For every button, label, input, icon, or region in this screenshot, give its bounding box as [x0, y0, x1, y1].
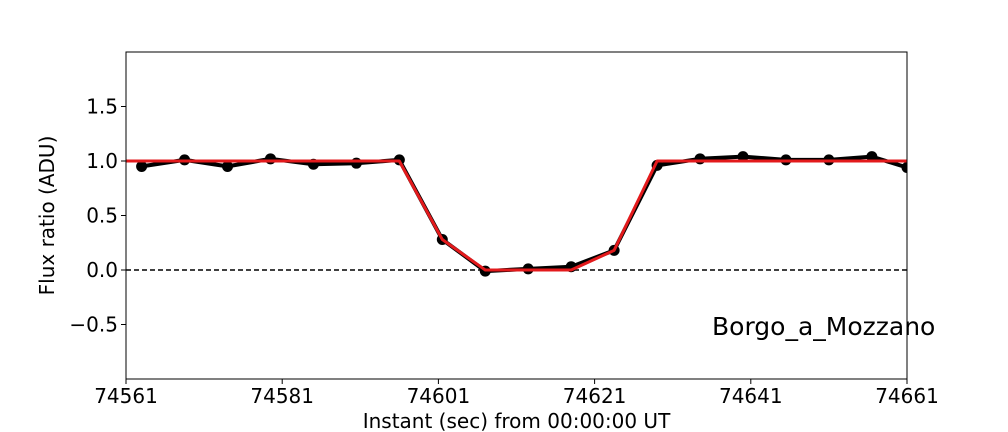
observed-flux-line	[141, 154, 907, 274]
data-point	[222, 160, 234, 172]
data-point	[694, 153, 706, 165]
x-tick-label: 74661	[875, 384, 939, 408]
y-tick-label: 1.5	[86, 95, 118, 119]
data-point	[136, 160, 148, 172]
data-point	[350, 157, 362, 169]
data-point	[866, 151, 878, 163]
x-tick-label: 74581	[250, 384, 314, 408]
y-axis-label: Flux ratio (ADU)	[35, 136, 59, 296]
station-annotation: Borgo_a_Mozzano	[712, 312, 935, 341]
y-tick-label: 0.0	[86, 258, 118, 282]
series-layer	[126, 151, 907, 277]
x-axis-ticks: 74561 74581 74601 74621 74641 74661	[94, 379, 939, 408]
y-tick-label: −0.5	[69, 313, 118, 337]
data-point	[264, 153, 276, 165]
x-axis-label: Instant (sec) from 00:00:00 UT	[363, 409, 671, 432]
y-tick-label: 0.5	[86, 204, 118, 228]
data-point	[737, 151, 749, 163]
y-axis-ticks: −0.5 0.0 0.5 1.0 1.5	[69, 95, 126, 337]
model-fit-line	[126, 159, 907, 272]
y-tick-label: 1.0	[86, 149, 118, 173]
x-tick-label: 74601	[407, 384, 471, 408]
data-point	[901, 162, 907, 174]
x-tick-label: 74641	[719, 384, 783, 408]
x-tick-label: 74621	[563, 384, 627, 408]
x-tick-label: 74561	[94, 384, 158, 408]
